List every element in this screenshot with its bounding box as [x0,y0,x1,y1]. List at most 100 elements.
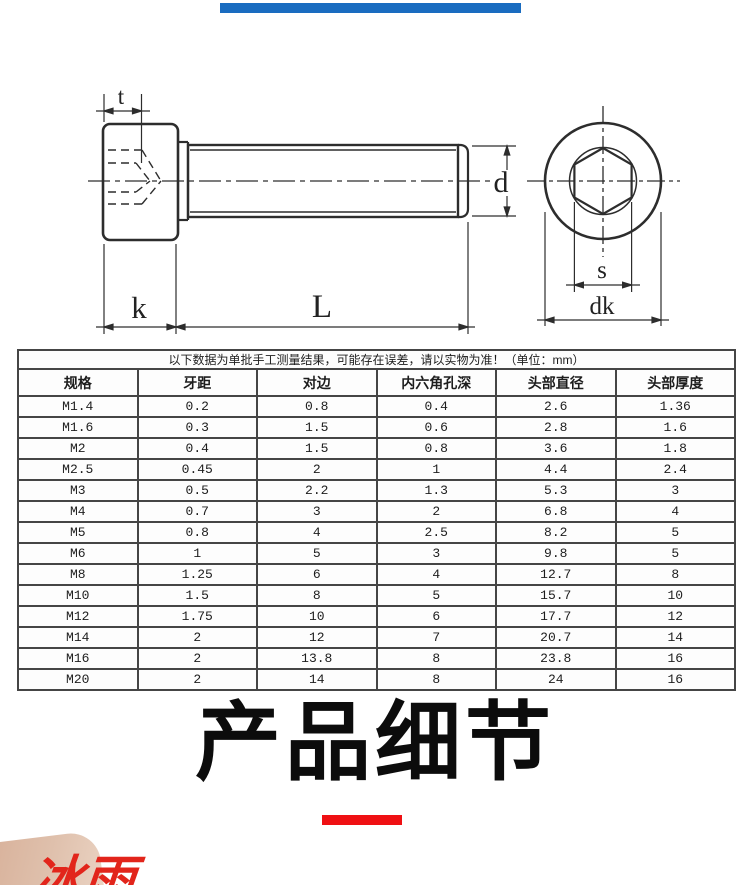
table-cell: 0.8 [375,437,497,460]
table-cell: 3 [375,542,497,565]
table-cell: 12.7 [495,563,617,586]
table-row: M1.4 0.2 0.8 0.4 2.6 1.36 [17,395,736,418]
table-cell: 5.3 [495,479,617,502]
table-row: M8 1.25 6 4 12.7 8 [17,563,736,586]
table-cell: M2 [17,437,139,460]
table-cell: 3 [256,500,378,523]
table-row: M14 2 12 7 20.7 14 [17,626,736,649]
column-header: 牙距 [136,368,258,397]
spec-table-body: 以下数据为单批手工测量结果，可能存在误差，请以实物为准！（单位：mm） 规格 牙距… [17,349,736,691]
spec-table: 以下数据为单批手工测量结果，可能存在误差，请以实物为准！（单位：mm） 规格 牙距… [17,349,736,691]
table-cell: M10 [17,584,139,607]
table-cell: M5 [17,521,139,544]
dimension-label-k: k [131,290,147,325]
table-cell: 0.5 [136,479,258,502]
table-cell: 13.8 [256,647,378,670]
table-cell: 0.8 [256,395,378,418]
table-cell: 7 [375,626,497,649]
table-cell: 23.8 [495,647,617,670]
table-cell: 4 [375,563,497,586]
table-cell: 2 [136,626,258,649]
table-row: M6 1 5 3 9.8 5 [17,542,736,565]
watermark-logo-text: 冰雨 [27,852,138,885]
table-cell: 4.4 [495,458,617,481]
table-cell: 9.8 [495,542,617,565]
spec-table-container: 以下数据为单批手工测量结果，可能存在误差，请以实物为准！（单位：mm） 规格 牙距… [17,349,736,691]
table-cell: 17.7 [495,605,617,628]
dimension-label-l: L [312,289,332,325]
column-header: 内六角孔深 [375,368,497,397]
table-row: M10 1.5 8 5 15.7 10 [17,584,736,607]
table-cell: 2.6 [495,395,617,418]
table-cell: 15.7 [495,584,617,607]
dimension-label-dk: dk [590,293,616,320]
table-cell: 0.4 [136,437,258,460]
dimension-t [96,94,150,163]
table-cell: M3 [17,479,139,502]
table-note-row: 以下数据为单批手工测量结果，可能存在误差，请以实物为准！（单位：mm） [17,349,736,370]
table-row: M12 1.75 10 6 17.7 12 [17,605,736,628]
table-cell: 14 [256,668,378,691]
table-cell: M2.5 [17,458,139,481]
table-cell: M1.4 [17,395,139,418]
hidden-socket-lines [108,149,162,205]
table-row: M4 0.7 3 2 6.8 4 [17,500,736,523]
column-header: 规格 [17,368,139,397]
table-cell: 5 [614,521,736,544]
table-cell: 6.8 [495,500,617,523]
table-cell: 0.45 [136,458,258,481]
table-cell: 2.4 [614,458,736,481]
table-cell: 6 [256,563,378,586]
table-cell: M20 [17,668,139,691]
table-cell: 4 [614,500,736,523]
table-cell: 1.25 [136,563,258,586]
section-title: 产品细节 [195,695,555,791]
table-row: M2.5 0.45 2 1 4.4 2.4 [17,458,736,481]
table-cell: 0.6 [375,416,497,439]
table-cell: 20.7 [495,626,617,649]
table-cell: 1.75 [136,605,258,628]
dimension-label-d: d [494,166,509,199]
table-cell: 5 [375,584,497,607]
spec-table-header-row: 规格 牙距 对边 内六角孔深 头部直径 头部厚度 [17,368,736,397]
table-cell: 1 [136,542,258,565]
column-header: 头部厚度 [614,368,736,397]
table-cell: M4 [17,500,139,523]
top-accent-bar [220,3,521,13]
column-header: 对边 [256,368,378,397]
table-cell: 0.7 [136,500,258,523]
dimension-s [566,202,640,292]
table-cell: 12 [256,626,378,649]
table-cell: 2 [375,500,497,523]
table-cell: M16 [17,647,139,670]
table-cell: 10 [256,605,378,628]
table-cell: 4 [256,521,378,544]
table-cell: 2 [136,647,258,670]
table-cell: 12 [614,605,736,628]
table-cell: M8 [17,563,139,586]
table-cell: 8.2 [495,521,617,544]
table-row: M20 2 14 8 24 16 [17,668,736,691]
table-cell: 1.5 [256,437,378,460]
table-cell: 1.8 [614,437,736,460]
table-cell: 8 [256,584,378,607]
table-cell: 3.6 [495,437,617,460]
table-cell: 0.8 [136,521,258,544]
table-cell: 14 [614,626,736,649]
table-cell: 1.3 [375,479,497,502]
table-cell: 10 [614,584,736,607]
table-cell: M12 [17,605,139,628]
screw-technical-drawing: t k L d s dk [88,84,680,334]
screw-head-outline [101,122,180,242]
table-cell: 6 [375,605,497,628]
table-cell: 0.3 [136,416,258,439]
table-row: M3 0.5 2.2 1.3 5.3 3 [17,479,736,502]
table-cell: 8 [614,563,736,586]
table-row: M2 0.4 1.5 0.8 3.6 1.8 [17,437,736,460]
table-cell: 3 [614,479,736,502]
dimension-dk [537,212,669,326]
section-title-underline [322,815,402,825]
table-row: M5 0.8 4 2.5 8.2 5 [17,521,736,544]
table-cell: 2 [256,458,378,481]
